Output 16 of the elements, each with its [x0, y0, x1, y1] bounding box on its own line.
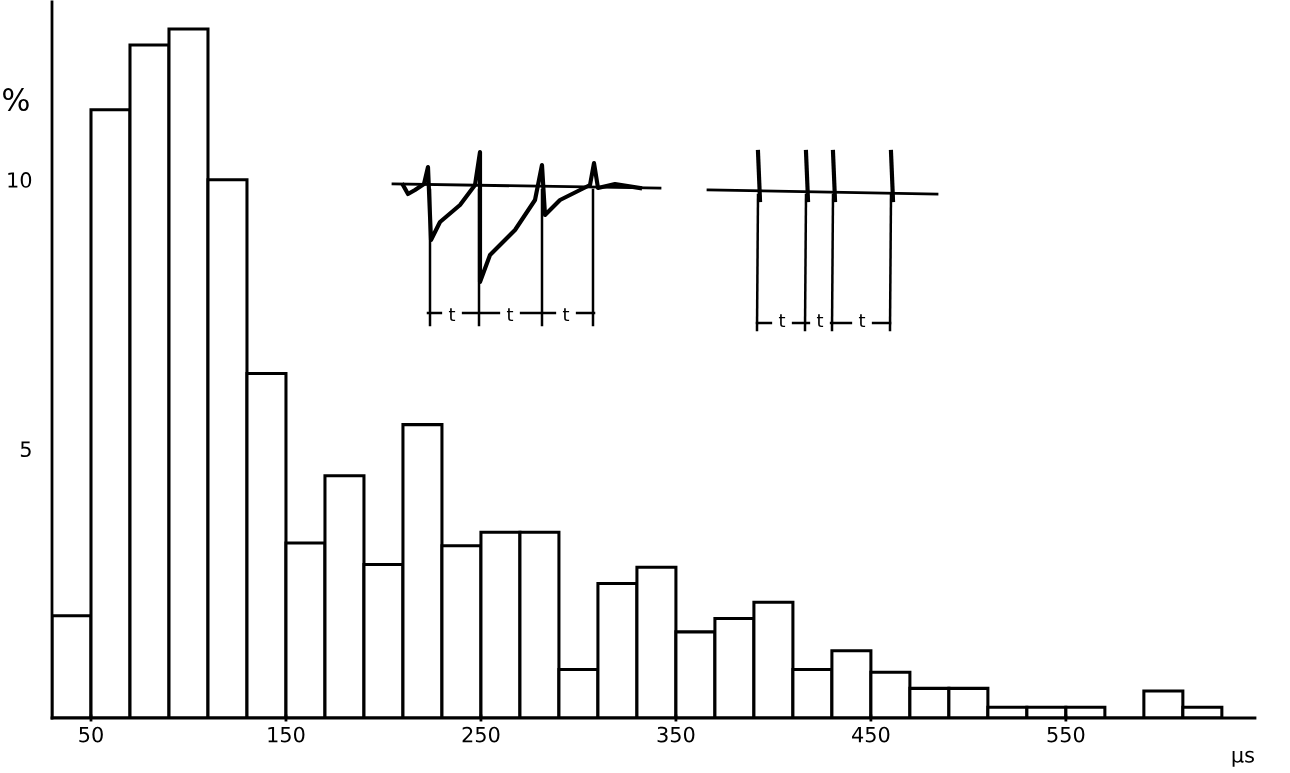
y-tick-label: 5	[20, 441, 31, 458]
x-axis-title: µs	[1232, 750, 1254, 767]
y-axis-title: %	[3, 87, 29, 112]
annotation: t	[778, 314, 786, 327]
x-tick-label: 150	[268, 726, 305, 743]
x-tick-label: 450	[852, 726, 890, 743]
annotation: t	[562, 308, 570, 321]
annotation: t	[448, 308, 456, 321]
x-tick-label: 50	[79, 726, 103, 743]
x-tick-label: 350	[657, 726, 695, 743]
annotation: t	[816, 314, 824, 327]
annotation: t	[858, 314, 866, 327]
x-tick-label: 250	[462, 726, 500, 743]
annotation: t	[506, 308, 514, 321]
x-tick-label: 550	[1047, 726, 1085, 743]
y-tick-label: 10	[8, 172, 32, 188]
